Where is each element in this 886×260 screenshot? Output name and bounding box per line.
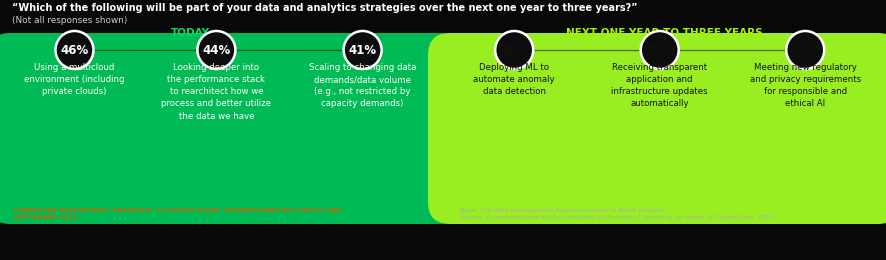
Text: (Not all responses shown): (Not all responses shown) — [12, 16, 128, 25]
Text: Scaling to changing data
demands/data volume
(e.g., not restricted by
capacity d: Scaling to changing data demands/data vo… — [309, 63, 416, 108]
Text: 39%: 39% — [791, 43, 820, 56]
Text: 40%: 40% — [500, 43, 528, 56]
Circle shape — [641, 31, 679, 69]
Text: 46%: 46% — [60, 43, 89, 56]
FancyBboxPatch shape — [428, 33, 886, 224]
Text: TODAY: TODAY — [171, 28, 210, 38]
Text: 39%: 39% — [646, 43, 673, 56]
Text: FORRESTER OPPORTUNITY SNAPSHOT: A CUSTOM STUDY COMMISSIONED BY CAPITAL ONE
SEPTE: FORRESTER OPPORTUNITY SNAPSHOT: A CUSTOM… — [14, 208, 341, 220]
Circle shape — [786, 31, 824, 69]
Text: Using a multicloud
environment (including
private clouds): Using a multicloud environment (includin… — [24, 63, 125, 96]
Text: Receiving transparent
application and
infrastructure updates
automatically: Receiving transparent application and in… — [611, 63, 708, 108]
Circle shape — [56, 31, 94, 69]
Text: NEXT ONE YEAR TO THREE YEARS: NEXT ONE YEAR TO THREE YEARS — [565, 28, 762, 38]
Circle shape — [198, 31, 236, 69]
Text: “Which of the following will be part of your data and analytics strategies over : “Which of the following will be part of … — [12, 3, 638, 13]
Text: Deploying ML to
automate anomaly
data detection: Deploying ML to automate anomaly data de… — [473, 63, 555, 96]
Text: Base: 150 data management decision-makers in North America
Source: A commissione: Base: 150 data management decision-maker… — [460, 208, 773, 220]
Text: Looking deeper into
the performance stack
to rearchitect how we
process and bett: Looking deeper into the performance stac… — [161, 63, 271, 121]
Circle shape — [344, 31, 382, 69]
Circle shape — [495, 31, 533, 69]
FancyBboxPatch shape — [0, 33, 462, 224]
Text: 44%: 44% — [202, 43, 230, 56]
Text: Meeting new regulatory
and privacy requirements
for responsible and
ethical AI: Meeting new regulatory and privacy requi… — [750, 63, 861, 108]
Text: 41%: 41% — [348, 43, 377, 56]
